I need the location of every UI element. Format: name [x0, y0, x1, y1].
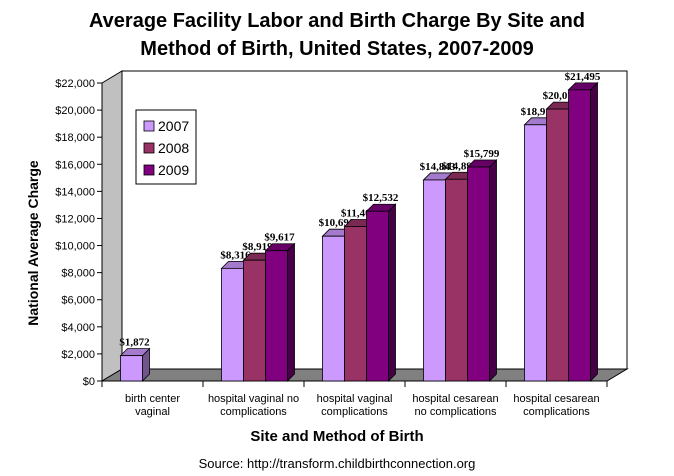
plot-side-wall [101, 70, 123, 382]
data-label: $8,919 [242, 241, 273, 253]
y-tick-label: $16,000 [55, 159, 95, 171]
bar [265, 250, 288, 382]
data-label: $1,872 [119, 337, 150, 349]
data-label: $14,843 [420, 161, 456, 173]
y-axis-label: National Average Charge [25, 160, 41, 326]
x-tick-label: birth center [125, 393, 180, 405]
chart-title-line-2: Method of Birth, United States, 2007-200… [140, 38, 534, 60]
bar-side [287, 242, 295, 382]
y-tick-label: $10,000 [55, 241, 95, 253]
x-tick-label: no complications [415, 406, 497, 418]
y-tick-label: $0 [83, 376, 95, 388]
bar [366, 210, 389, 382]
data-label: $15,799 [464, 148, 500, 160]
bar [221, 267, 244, 382]
y-tick-label: $6,000 [61, 295, 95, 307]
bar [423, 179, 446, 382]
bar [546, 108, 569, 382]
y-tick-label: $12,000 [55, 213, 95, 225]
bar [243, 259, 266, 382]
x-tick-label: complications [321, 406, 388, 418]
y-tick-label: $2,000 [61, 349, 95, 361]
legend-label: 2007 [158, 118, 189, 134]
legend-label: 2009 [158, 162, 189, 178]
y-tick-label: $14,000 [55, 186, 95, 198]
y-tick-label: $18,000 [55, 132, 95, 144]
x-axis-label: Site and Method of Birth [250, 428, 424, 445]
legend-swatch [143, 120, 155, 132]
bar [322, 235, 345, 382]
x-tick-label: hospital vaginal no [208, 393, 299, 405]
bar-side [388, 203, 396, 382]
bar [467, 166, 490, 382]
y-tick-label: $20,000 [55, 105, 95, 117]
data-label: $9,617 [264, 232, 295, 244]
x-tick-label: complications [220, 406, 287, 418]
source-note: Source: http://transform.childbirthconne… [198, 456, 476, 471]
x-tick-label: complications [523, 406, 590, 418]
y-tick-label: $4,000 [61, 322, 95, 334]
data-label: $12,532 [363, 192, 399, 204]
data-label: $8,316 [220, 249, 251, 261]
legend-label: 2008 [158, 140, 189, 156]
x-tick-label: vaginal [135, 406, 170, 418]
bar [445, 178, 468, 382]
x-tick-label: hospital cesarean [513, 393, 599, 405]
bar [524, 124, 547, 382]
x-tick-label: hospital cesarean [412, 393, 498, 405]
y-tick-label: $8,000 [61, 268, 95, 280]
bar [120, 355, 143, 382]
bar-side [590, 81, 598, 382]
legend-swatch [143, 142, 155, 154]
y-tick-label: $22,000 [55, 78, 95, 90]
chart-title-line-1: Average Facility Labor and Birth Charge … [88, 10, 586, 32]
bar-side [489, 159, 497, 382]
legend-swatch [143, 164, 155, 176]
x-tick-label: hospital vaginal [317, 393, 393, 405]
bar [568, 89, 591, 382]
data-label: $21,495 [565, 71, 601, 83]
bar [344, 226, 367, 382]
